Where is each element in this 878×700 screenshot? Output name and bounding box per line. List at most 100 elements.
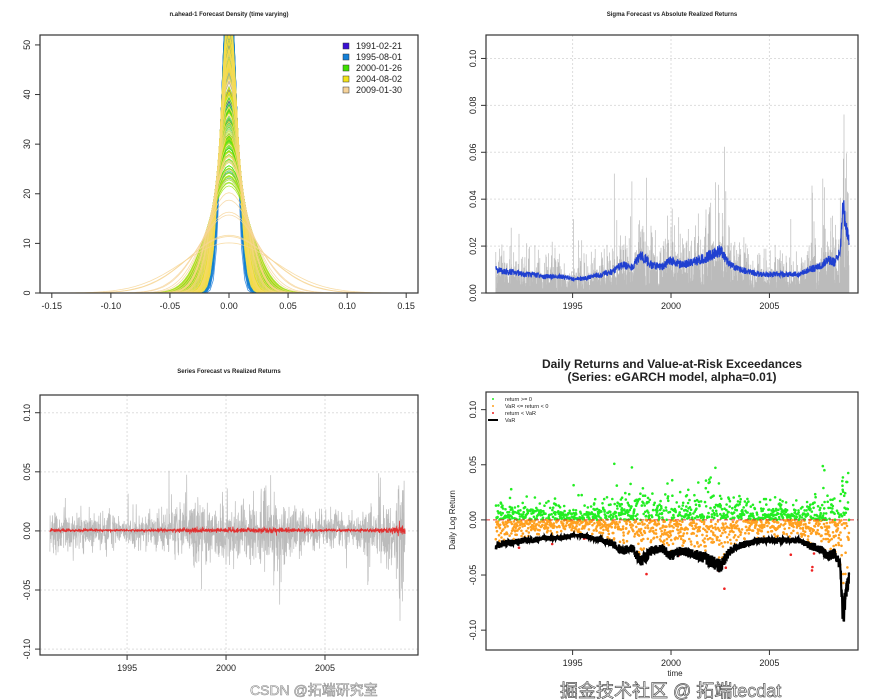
return-point bbox=[829, 498, 832, 502]
return-point bbox=[646, 526, 650, 530]
return-point bbox=[844, 522, 848, 525]
return-point bbox=[720, 497, 723, 501]
return-point bbox=[818, 522, 821, 526]
return-point bbox=[538, 528, 541, 532]
return-point bbox=[845, 524, 849, 528]
return-point bbox=[756, 532, 760, 535]
density-curve bbox=[40, 146, 418, 293]
return-point bbox=[538, 502, 542, 505]
return-point bbox=[726, 526, 729, 529]
return-point bbox=[533, 522, 536, 525]
return-point bbox=[801, 526, 805, 530]
return-point bbox=[839, 538, 842, 541]
return-point bbox=[698, 529, 701, 533]
density-curve bbox=[40, 60, 418, 293]
return-point bbox=[639, 492, 642, 496]
return-point bbox=[674, 510, 677, 514]
series-forecast-line bbox=[49, 520, 406, 537]
density-curve bbox=[40, 159, 418, 293]
return-point bbox=[600, 510, 603, 513]
density-curve bbox=[40, 130, 418, 293]
return-point bbox=[709, 520, 713, 523]
return-point bbox=[658, 517, 661, 520]
return-point bbox=[512, 537, 515, 541]
return-point bbox=[806, 505, 809, 508]
watermark-line1: 掘金技术社区 @ 拓端tecdat bbox=[560, 681, 781, 700]
return-point bbox=[823, 525, 827, 528]
return-point bbox=[747, 500, 750, 503]
return-point bbox=[627, 510, 630, 514]
return-point bbox=[630, 466, 634, 469]
return-point bbox=[615, 517, 619, 521]
return-point bbox=[554, 513, 557, 516]
density-curve bbox=[40, 132, 418, 293]
return-point bbox=[642, 537, 645, 541]
return-point bbox=[616, 523, 620, 526]
return-point bbox=[507, 520, 510, 524]
return-point bbox=[680, 515, 684, 518]
return-point bbox=[570, 528, 573, 532]
return-point bbox=[699, 543, 702, 547]
return-point bbox=[616, 507, 619, 510]
return-point bbox=[824, 537, 828, 541]
return-point bbox=[792, 529, 795, 533]
return-point bbox=[515, 533, 518, 537]
density-curve bbox=[40, 147, 418, 293]
density-curve bbox=[40, 211, 418, 293]
return-point bbox=[709, 506, 712, 510]
density-frame bbox=[39, 34, 419, 294]
return-point bbox=[817, 532, 821, 536]
legend-swatch bbox=[342, 86, 350, 94]
return-point bbox=[749, 517, 752, 521]
return-point bbox=[668, 525, 671, 528]
return-point bbox=[681, 504, 685, 507]
return-point bbox=[843, 513, 846, 516]
return-point bbox=[601, 502, 604, 505]
return-point bbox=[724, 522, 727, 525]
return-point bbox=[580, 493, 583, 497]
density-curve bbox=[40, 155, 418, 293]
return-point bbox=[679, 535, 683, 538]
return-point bbox=[542, 520, 546, 524]
return-point bbox=[551, 506, 555, 510]
return-point bbox=[729, 538, 732, 542]
return-point bbox=[647, 511, 650, 514]
return-point bbox=[643, 494, 647, 498]
return-point bbox=[708, 480, 711, 484]
return-point bbox=[520, 534, 523, 538]
return-point bbox=[669, 530, 672, 533]
density-curve bbox=[40, 136, 418, 293]
return-point bbox=[731, 506, 734, 510]
return-point bbox=[572, 508, 575, 512]
return-point bbox=[795, 515, 798, 519]
return-point bbox=[803, 509, 806, 512]
return-point bbox=[580, 527, 584, 530]
return-point bbox=[742, 513, 746, 516]
return-point bbox=[706, 538, 710, 541]
return-point bbox=[621, 527, 625, 531]
return-point bbox=[541, 516, 545, 519]
return-point bbox=[687, 488, 690, 492]
density-curve bbox=[40, 115, 418, 293]
abs-returns-series bbox=[495, 114, 850, 293]
return-point bbox=[827, 530, 830, 533]
return-point bbox=[837, 543, 841, 547]
return-point bbox=[846, 566, 849, 569]
return-point bbox=[826, 494, 829, 498]
return-point bbox=[685, 532, 689, 535]
return-point bbox=[592, 529, 596, 532]
return-point bbox=[697, 545, 700, 548]
return-point bbox=[818, 508, 821, 512]
return-point bbox=[581, 520, 584, 524]
return-point bbox=[618, 540, 622, 544]
return-point bbox=[835, 509, 839, 512]
return-point bbox=[666, 482, 669, 485]
return-point bbox=[501, 511, 505, 515]
return-point bbox=[663, 520, 666, 523]
return-point bbox=[789, 553, 793, 556]
legend-label: return >= 0 bbox=[505, 397, 532, 403]
return-point bbox=[711, 538, 714, 541]
return-point bbox=[840, 523, 844, 526]
density-curve bbox=[40, 96, 418, 293]
return-point bbox=[672, 513, 675, 517]
